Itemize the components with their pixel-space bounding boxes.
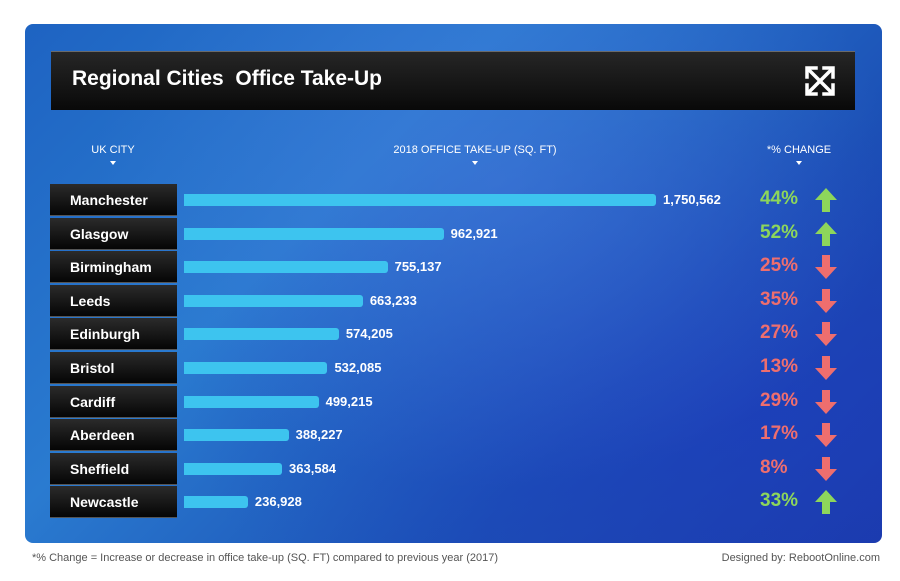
bar-value-label: 236,928 — [254, 494, 302, 510]
pct-change: 44% — [760, 188, 799, 209]
pct-change: 25% — [760, 255, 799, 277]
bar-value-label: 363,584 — [289, 460, 337, 476]
bar-value-label: 499,215 — [325, 393, 373, 409]
down-arrow-icon — [815, 322, 837, 347]
city-label: Manchester — [50, 184, 177, 216]
city-label: Bristol — [50, 352, 177, 384]
up-arrow-icon — [815, 490, 837, 515]
down-arrow-icon — [815, 423, 837, 448]
bar — [184, 395, 319, 408]
pct-change: 52% — [760, 221, 799, 243]
bar-value-label: 663,233 — [369, 292, 417, 308]
bar-value-label: 755,137 — [394, 259, 442, 275]
pct-change: 13% — [760, 356, 799, 377]
city-label: Edinburgh — [50, 318, 177, 351]
bar-value-label: 574,205 — [345, 326, 393, 342]
header-takeup-caret — [472, 161, 478, 165]
bar — [184, 328, 339, 341]
city-label: Birmingham — [50, 251, 177, 284]
chart-title: Regional Cities Office Take-Up — [72, 67, 383, 90]
footnote: *% Change = Increase or decrease in offi… — [32, 552, 499, 564]
city-label: Newcastle — [50, 486, 177, 519]
bar-value-label: 532,085 — [334, 360, 382, 375]
header-change: *% CHANGE — [755, 144, 843, 165]
bar — [184, 362, 328, 374]
bar-value-label: 1,750,562 — [663, 192, 721, 207]
bar-value-label: 962,921 — [450, 225, 498, 241]
header-city: UK CITY — [73, 144, 153, 165]
city-label: Leeds — [50, 284, 177, 317]
pct-change: 33% — [760, 490, 799, 512]
bar — [184, 462, 283, 475]
title-bar: Regional Cities Office Take-Up — [51, 51, 855, 110]
expand-arrows-icon[interactable] — [803, 64, 837, 98]
bar — [184, 261, 388, 274]
up-arrow-icon — [815, 188, 837, 212]
bar — [184, 496, 248, 509]
bar — [184, 227, 444, 240]
pct-change: 35% — [760, 288, 799, 310]
header-change-caret — [796, 161, 802, 165]
pct-change: 8% — [760, 456, 788, 478]
header-city-caret — [110, 161, 116, 165]
header-change-label: *% CHANGE — [766, 144, 832, 156]
credit: Designed by: RebootOnline.com — [721, 552, 880, 564]
bar — [184, 194, 656, 206]
pct-change: 17% — [760, 423, 799, 445]
bar-value-label: 388,227 — [295, 427, 343, 443]
bar — [184, 429, 289, 442]
bar — [184, 294, 363, 307]
header-takeup-label: 2018 OFFICE TAKE-UP (SQ. FT) — [393, 144, 557, 156]
pct-change: 29% — [760, 389, 799, 411]
header-city-label: UK CITY — [91, 144, 135, 156]
pct-change: 27% — [760, 322, 799, 344]
up-arrow-icon — [815, 221, 837, 246]
header-takeup: 2018 OFFICE TAKE-UP (SQ. FT) — [375, 144, 575, 165]
down-arrow-icon — [815, 288, 837, 313]
infographic-card: Regional Cities Office Take-Up UK CITY 2… — [25, 24, 882, 543]
down-arrow-icon — [815, 356, 837, 380]
down-arrow-icon — [815, 456, 837, 481]
city-label: Cardiff — [50, 385, 177, 418]
down-arrow-icon — [815, 389, 837, 414]
city-label: Aberdeen — [50, 419, 177, 452]
down-arrow-icon — [815, 255, 837, 280]
city-label: Glasgow — [50, 217, 177, 250]
city-label: Sheffield — [50, 452, 177, 485]
